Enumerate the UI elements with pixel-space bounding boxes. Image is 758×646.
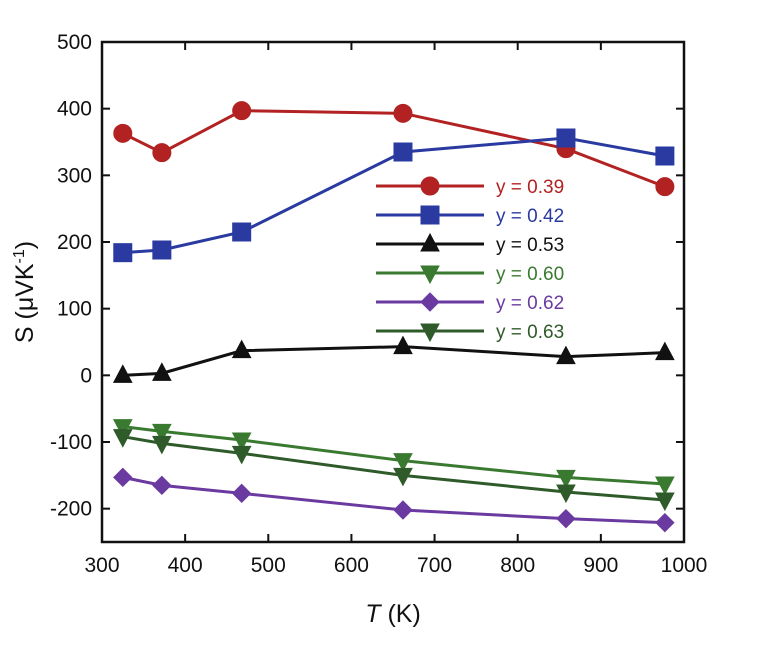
data-point bbox=[655, 341, 675, 361]
data-point bbox=[152, 475, 172, 496]
x-tick-label: 900 bbox=[583, 554, 618, 577]
series-line bbox=[122, 475, 665, 525]
data-point bbox=[231, 445, 252, 465]
axis-ticks: 300 400 500 600 700 800 900 1000 -200 -100 0 100 200… bbox=[50, 31, 707, 577]
legend-marker bbox=[420, 232, 440, 252]
x-tick-label: 300 bbox=[84, 554, 119, 577]
legend-marker bbox=[420, 323, 440, 343]
series-line bbox=[122, 345, 665, 377]
legend-entry: y = 0.42 bbox=[376, 205, 564, 227]
data-series bbox=[112, 101, 675, 533]
legend-label: y = 0.42 bbox=[496, 206, 564, 227]
legend-entry: y = 0.62 bbox=[376, 292, 564, 314]
series-diamond-4 bbox=[113, 467, 675, 533]
y-tick-label: -100 bbox=[50, 431, 92, 454]
data-point bbox=[556, 345, 576, 365]
data-point bbox=[393, 500, 413, 520]
data-point bbox=[556, 128, 576, 148]
x-tick-label: 700 bbox=[417, 554, 452, 577]
series-triangle-down-3 bbox=[112, 419, 675, 496]
x-axis-title: T (K) bbox=[365, 600, 421, 628]
legend-entry: y = 0.63 bbox=[376, 322, 564, 343]
data-point bbox=[113, 243, 133, 263]
legend: y = 0.39 y = 0.42 y = 0.53 y = 0.60 y = 0.62… bbox=[376, 176, 564, 343]
series-line bbox=[122, 435, 665, 502]
plot-frame bbox=[100, 40, 686, 544]
series-triangle-down-5 bbox=[112, 429, 675, 512]
legend-marker bbox=[420, 265, 440, 285]
y-tick-label: 500 bbox=[57, 31, 92, 54]
data-point bbox=[393, 103, 413, 123]
series-triangle-up-2 bbox=[112, 335, 675, 383]
legend-label: y = 0.62 bbox=[496, 293, 564, 314]
y-tick-label: 0 bbox=[80, 364, 92, 387]
data-point bbox=[113, 123, 133, 143]
y-axis-title: S (μVK-1) bbox=[11, 241, 39, 343]
legend-entry: y = 0.39 bbox=[376, 176, 564, 198]
data-point bbox=[152, 143, 172, 163]
data-point bbox=[152, 423, 172, 443]
y-tick-label: 400 bbox=[57, 98, 92, 121]
x-tick-label: 1000 bbox=[661, 554, 708, 577]
data-point bbox=[393, 453, 413, 472]
legend-marker bbox=[420, 292, 440, 312]
legend-entry: y = 0.53 bbox=[376, 232, 564, 256]
data-point bbox=[655, 492, 675, 512]
data-point bbox=[112, 364, 133, 383]
x-tick-label: 600 bbox=[334, 554, 369, 577]
legend-label: y = 0.63 bbox=[496, 322, 564, 343]
data-point bbox=[655, 476, 675, 496]
data-point bbox=[393, 335, 413, 355]
data-point bbox=[152, 362, 172, 381]
series-square-1 bbox=[113, 128, 675, 263]
y-tick-label: -200 bbox=[50, 498, 92, 521]
y-tick-label: 100 bbox=[57, 298, 92, 321]
data-point bbox=[393, 142, 413, 162]
x-tick-label: 500 bbox=[251, 554, 286, 577]
data-point bbox=[112, 419, 133, 438]
data-point bbox=[232, 101, 252, 121]
y-axis-title-sup: -1 bbox=[11, 249, 28, 263]
data-point bbox=[556, 508, 576, 529]
data-point bbox=[113, 467, 133, 488]
x-tick-label: 400 bbox=[168, 554, 203, 577]
data-point bbox=[152, 435, 172, 455]
data-point bbox=[232, 222, 252, 242]
data-point bbox=[231, 339, 252, 359]
data-point bbox=[112, 429, 133, 448]
data-point bbox=[556, 484, 576, 504]
legend-label: y = 0.53 bbox=[496, 235, 564, 256]
data-point bbox=[231, 483, 252, 504]
legend-marker bbox=[420, 205, 440, 225]
data-point bbox=[231, 432, 252, 452]
data-point bbox=[152, 240, 172, 260]
legend-marker bbox=[420, 176, 440, 196]
x-axis-title-italic: T bbox=[365, 600, 382, 628]
y-tick-label: 300 bbox=[57, 164, 92, 187]
y-tick-label: 200 bbox=[57, 231, 92, 254]
legend-label: y = 0.60 bbox=[496, 264, 564, 285]
data-point bbox=[556, 469, 576, 489]
data-point bbox=[655, 512, 675, 533]
legend-entry: y = 0.60 bbox=[376, 264, 564, 285]
data-point bbox=[393, 467, 413, 487]
x-tick-label: 800 bbox=[500, 554, 535, 577]
series-line bbox=[122, 425, 665, 486]
data-point bbox=[655, 146, 675, 166]
data-point bbox=[655, 177, 675, 197]
legend-label: y = 0.39 bbox=[496, 177, 564, 198]
